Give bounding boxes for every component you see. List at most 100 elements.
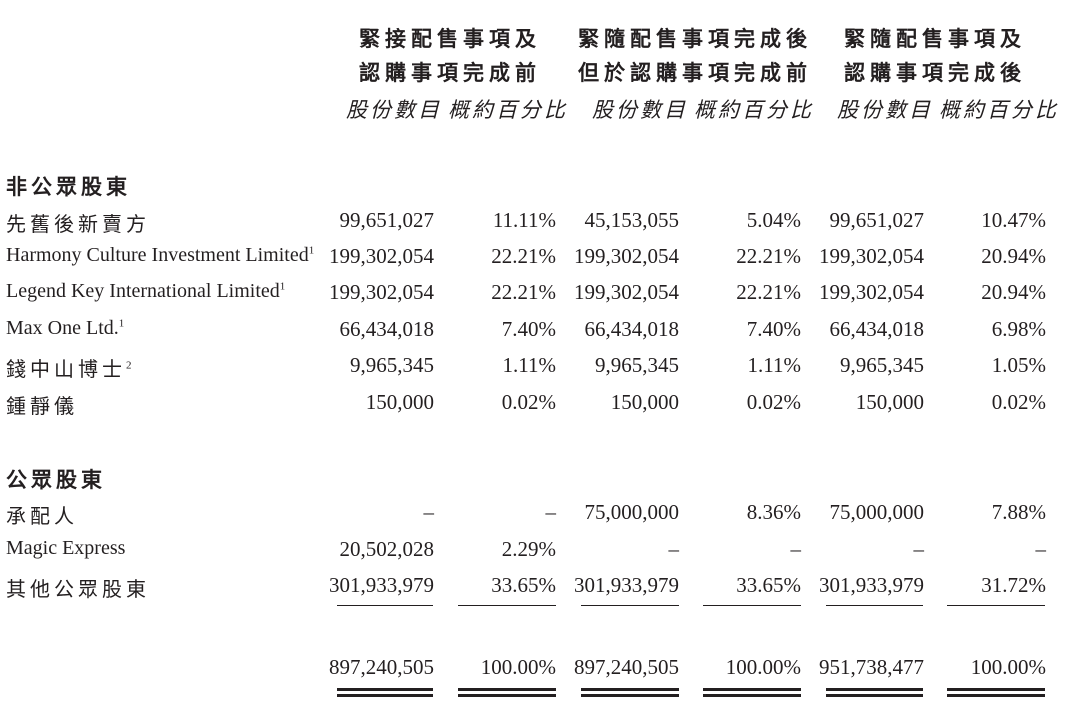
total-after-placing-shares: 897,240,505 (574, 655, 679, 679)
total-double-rule (458, 688, 556, 697)
cell-before-shares: 199,302,054 (329, 244, 434, 268)
cell-after-all-percent: 1.05% (991, 353, 1046, 377)
cell-after-placing-percent: 22.21% (736, 280, 801, 304)
cell-before-percent: 22.21% (491, 244, 556, 268)
subheader-percent: 概約百分比 (448, 98, 568, 122)
cell-after-all-percent: 0.02% (991, 390, 1046, 414)
col-header-after-placing-line2: 但於認購事項完成前 (578, 61, 812, 85)
row-label: 其他公眾股東 (6, 573, 150, 602)
footnote-marker: 2 (126, 359, 136, 372)
row-label: Harmony Culture Investment Limited1 (6, 244, 314, 267)
col-header-before-line1: 緊接配售事項及 (359, 27, 541, 51)
row-label-text: 其他公眾股東 (6, 579, 150, 601)
cell-after-all-percent: 20.94% (981, 280, 1046, 304)
cell-after-all-percent: 31.72% (981, 573, 1046, 597)
total-double-rule (703, 688, 801, 697)
subtotal-rule (947, 605, 1045, 606)
cell-after-all-percent: – (1035, 537, 1047, 561)
row-label-text: 承配人 (6, 506, 78, 528)
total-double-rule (337, 688, 433, 697)
row-label: Magic Express (6, 537, 125, 560)
cell-after-placing-percent: 7.40% (746, 317, 801, 341)
cell-before-percent: 7.40% (501, 317, 556, 341)
cell-after-all-percent: 7.88% (991, 500, 1046, 524)
total-after-all-shares: 951,738,477 (819, 655, 924, 679)
footnote-marker: 1 (118, 317, 125, 330)
total-after-all-percent: 100.00% (970, 655, 1046, 679)
col-header-before-line2: 認購事項完成前 (359, 61, 541, 85)
cell-after-all-shares: 199,302,054 (819, 244, 924, 268)
subtotal-rule (703, 605, 801, 606)
total-before-shares: 897,240,505 (329, 655, 434, 679)
cell-after-placing-shares: 199,302,054 (574, 280, 679, 304)
row-label: 鍾靜儀 (6, 390, 78, 419)
cell-after-all-shares: 66,434,018 (829, 317, 925, 341)
cell-after-all-percent: 10.47% (981, 208, 1046, 232)
cell-before-percent: 22.21% (491, 280, 556, 304)
cell-after-placing-shares: 66,434,018 (584, 317, 680, 341)
cell-before-percent: 1.11% (502, 353, 556, 377)
cell-after-all-percent: 20.94% (981, 244, 1046, 268)
cell-after-all-shares: 99,651,027 (829, 208, 925, 232)
section-title-non-public: 非公眾股東 (6, 175, 131, 199)
cell-before-shares: – (423, 500, 435, 524)
row-label: 先舊後新賣方 (6, 208, 150, 237)
total-after-placing-percent: 100.00% (725, 655, 801, 679)
row-label-text: Legend Key International Limited (6, 280, 280, 302)
footnote-marker: 1 (279, 280, 286, 293)
section-title-public: 公眾股東 (6, 468, 106, 492)
total-double-rule (581, 688, 679, 697)
cell-after-placing-shares: 45,153,055 (584, 208, 680, 232)
row-label-text: Max One Ltd. (6, 317, 119, 339)
cell-after-all-shares: 150,000 (855, 390, 924, 414)
cell-after-all-shares: 9,965,345 (840, 353, 924, 377)
col-header-after-all-line2: 認購事項完成後 (844, 61, 1026, 85)
col-header-after-placing-line1: 緊隨配售事項完成後 (578, 27, 812, 51)
cell-after-placing-shares: 75,000,000 (584, 500, 680, 524)
cell-after-placing-percent: 1.11% (747, 353, 801, 377)
row-label-text: Harmony Culture Investment Limited (6, 244, 309, 266)
cell-before-percent: – (545, 500, 557, 524)
cell-before-percent: 0.02% (501, 390, 556, 414)
cell-before-percent: 11.11% (492, 208, 556, 232)
cell-after-all-shares: 301,933,979 (819, 573, 924, 597)
cell-after-placing-shares: 150,000 (610, 390, 679, 414)
cell-before-shares: 150,000 (365, 390, 434, 414)
cell-before-shares: 66,434,018 (339, 317, 435, 341)
cell-after-placing-shares: – (668, 537, 680, 561)
row-label: 錢中山博士2 (6, 353, 136, 382)
cell-after-all-shares: 75,000,000 (829, 500, 925, 524)
cell-after-placing-shares: 199,302,054 (574, 244, 679, 268)
cell-before-shares: 99,651,027 (339, 208, 435, 232)
cell-after-placing-percent: – (790, 537, 802, 561)
row-label: Max One Ltd.1 (6, 317, 124, 340)
cell-after-placing-percent: 22.21% (736, 244, 801, 268)
row-label: Legend Key International Limited1 (6, 280, 285, 303)
cell-after-placing-percent: 5.04% (746, 208, 801, 232)
cell-after-placing-percent: 33.65% (736, 573, 801, 597)
footnote-marker: 1 (308, 244, 315, 257)
total-before-percent: 100.00% (480, 655, 556, 679)
subheader-percent: 概約百分比 (694, 98, 814, 122)
subtotal-rule (826, 605, 923, 606)
row-label-text: Magic Express (6, 537, 126, 559)
cell-before-percent: 2.29% (501, 537, 556, 561)
cell-after-placing-shares: 9,965,345 (595, 353, 679, 377)
subtotal-rule (581, 605, 679, 606)
cell-before-shares: 9,965,345 (350, 353, 434, 377)
total-double-rule (947, 688, 1045, 697)
cell-after-all-shares: – (913, 537, 925, 561)
cell-after-placing-shares: 301,933,979 (574, 573, 679, 597)
row-label: 承配人 (6, 500, 78, 529)
subtotal-rule (337, 605, 433, 606)
cell-before-shares: 20,502,028 (339, 537, 435, 561)
subheader-shares: 股份數目 (592, 98, 688, 122)
cell-after-placing-percent: 0.02% (746, 390, 801, 414)
cell-before-shares: 199,302,054 (329, 280, 434, 304)
subheader-shares: 股份數目 (346, 98, 442, 122)
subheader-shares: 股份數目 (837, 98, 933, 122)
row-label-text: 錢中山博士 (6, 359, 126, 381)
col-header-after-all-line1: 緊隨配售事項及 (844, 27, 1026, 51)
total-double-rule (826, 688, 923, 697)
cell-before-percent: 33.65% (491, 573, 556, 597)
